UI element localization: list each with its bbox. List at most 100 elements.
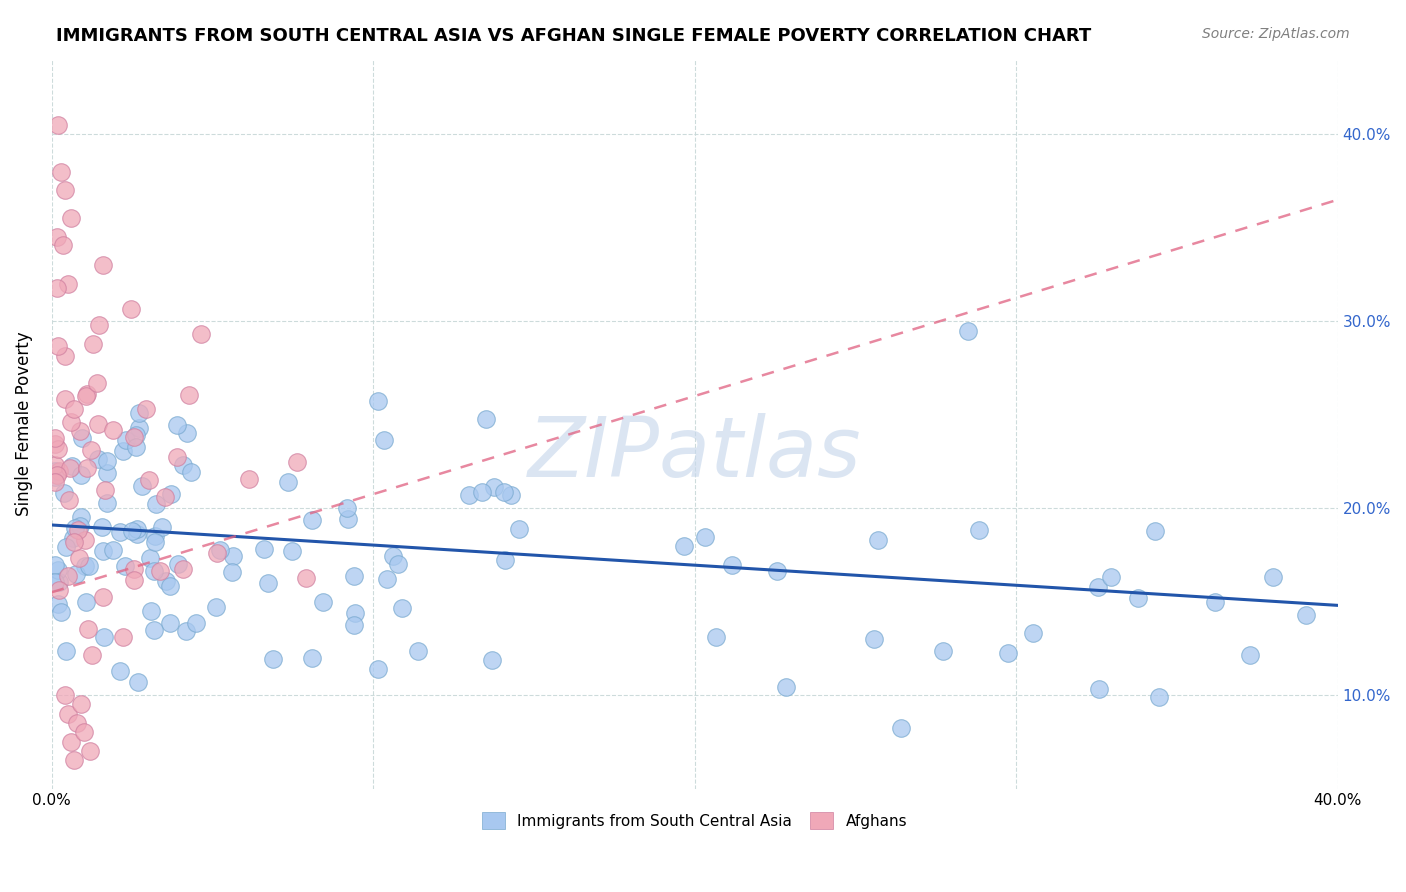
Point (1099, 570, 1122, 584)
Point (143, 534, 166, 549)
Point (91, 520, 114, 534)
Point (115, 434, 138, 448)
Point (101, 543, 124, 558)
Point (56, 277, 79, 291)
Point (48, 597, 70, 611)
Point (387, 557, 409, 571)
Point (155, 574, 177, 589)
Point (285, 455, 308, 469)
Point (890, 721, 912, 735)
Point (343, 618, 366, 632)
Point (381, 549, 404, 564)
Point (257, 576, 280, 591)
Point (91, 259, 114, 273)
Point (55, 644, 77, 658)
Point (1087, 580, 1109, 594)
Point (311, 595, 333, 609)
Point (44, 475, 66, 489)
Point (76, 461, 98, 475)
Point (86, 376, 108, 391)
Point (474, 411, 496, 425)
Point (492, 484, 515, 499)
Point (53, 486, 76, 500)
Point (180, 465, 202, 479)
Point (125, 522, 148, 536)
Point (87, 318, 110, 332)
Point (87, 417, 110, 431)
Point (931, 643, 953, 657)
Point (63, 754, 86, 768)
Point (52, 238, 75, 252)
Y-axis label: Single Female Poverty: Single Female Poverty (15, 332, 32, 516)
Point (128, 421, 150, 435)
Point (281, 543, 304, 558)
Point (1021, 625, 1043, 640)
Point (143, 529, 166, 543)
Point (344, 606, 367, 620)
Point (121, 524, 143, 538)
Point (301, 651, 323, 665)
Point (94, 483, 117, 498)
Point (44, 575, 66, 590)
Point (166, 450, 188, 465)
Point (367, 662, 389, 676)
Point (159, 579, 181, 593)
Point (481, 653, 503, 667)
Point (120, 301, 142, 316)
Point (53, 183, 76, 197)
Point (125, 527, 148, 541)
Point (60, 211, 83, 226)
Point (114, 558, 136, 573)
Point (222, 549, 245, 563)
Point (46, 563, 69, 577)
Point (86, 452, 108, 467)
Point (108, 524, 131, 539)
Point (60, 459, 83, 474)
Point (143, 565, 166, 579)
Point (207, 546, 229, 560)
Point (62, 535, 84, 549)
Point (209, 543, 232, 558)
Point (336, 501, 359, 516)
Point (58, 492, 80, 507)
Point (46, 118, 69, 132)
Point (135, 402, 157, 417)
Point (277, 475, 299, 489)
Point (55, 541, 77, 555)
Point (159, 616, 181, 631)
Point (45, 467, 67, 482)
Point (44, 558, 66, 572)
Point (494, 552, 516, 566)
Point (70, 467, 93, 482)
Point (482, 480, 505, 494)
Point (44, 458, 66, 472)
Point (122, 574, 145, 588)
Point (152, 520, 174, 534)
Point (166, 557, 188, 571)
Point (128, 406, 150, 420)
Point (375, 572, 398, 586)
Point (46, 281, 69, 295)
Point (44, 431, 66, 445)
Point (160, 487, 183, 501)
Point (172, 458, 194, 472)
Point (122, 429, 145, 443)
Point (766, 564, 789, 578)
Point (45, 230, 67, 244)
Point (70, 431, 93, 445)
Point (149, 564, 172, 578)
Point (103, 423, 125, 437)
Point (695, 530, 717, 544)
Point (238, 472, 260, 486)
Point (53, 349, 76, 363)
Point (138, 473, 160, 487)
Point (1143, 524, 1166, 538)
Point (80, 442, 103, 457)
Point (111, 630, 134, 644)
Point (48, 582, 70, 597)
Point (125, 428, 148, 442)
Point (53, 688, 76, 702)
Text: Source: ZipAtlas.com: Source: ZipAtlas.com (1202, 27, 1350, 41)
Point (868, 533, 890, 548)
Point (75, 558, 97, 573)
